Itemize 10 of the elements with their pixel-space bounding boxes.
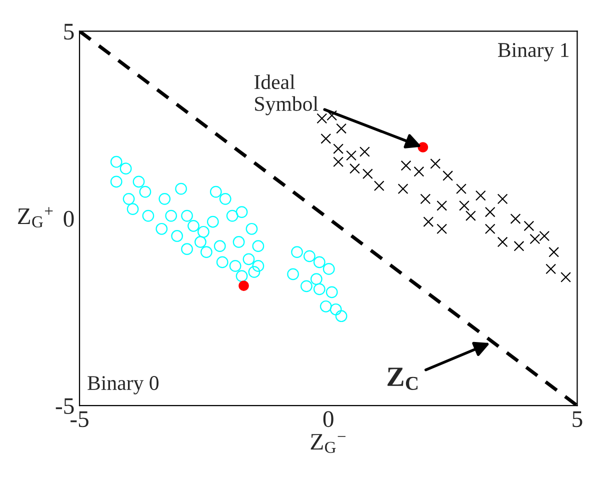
x-tick-label: 5 <box>572 411 582 428</box>
y-tick-label: 5 <box>64 24 74 40</box>
x-tick-label: 0 <box>323 411 334 428</box>
annotation: Binary 0 <box>88 376 159 394</box>
y-tick-label: 0 <box>64 210 74 227</box>
annotation: Ideal Symbol <box>254 74 318 116</box>
x-axis-title: Z$_{G}$$^{−}$ <box>310 434 346 453</box>
y-axis-title: Z$_{G}$$^{+}$ <box>18 207 53 228</box>
annotation: Binary 1 <box>498 43 569 62</box>
annotation: Z$_{C}$ <box>388 368 418 390</box>
